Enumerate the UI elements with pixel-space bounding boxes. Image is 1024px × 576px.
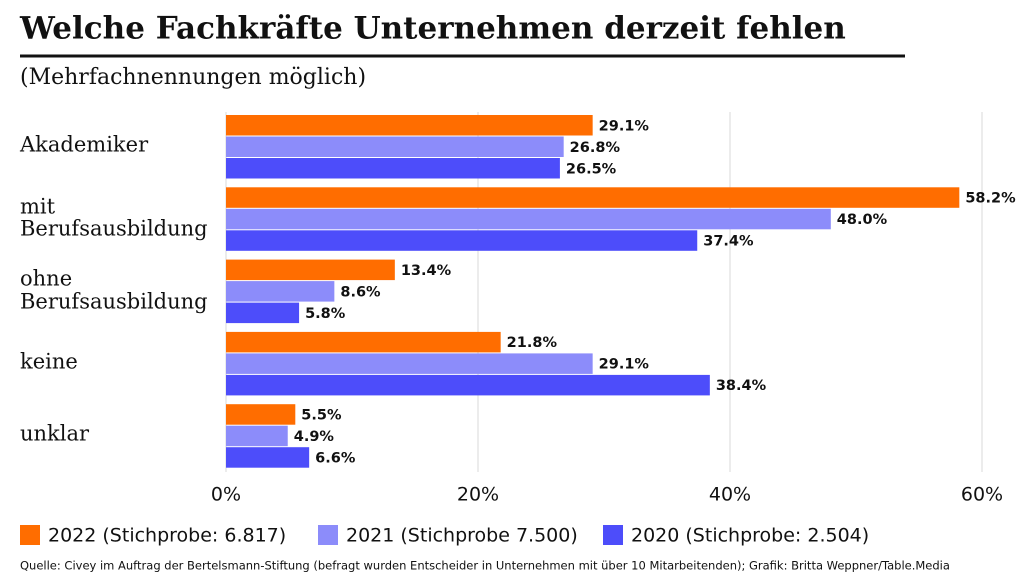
value-label: 8.6%: [340, 284, 381, 300]
category-label: Akademiker: [20, 132, 149, 157]
value-label: 37.4%: [703, 234, 754, 250]
category-label: unklar: [20, 422, 90, 447]
legend-swatch: [318, 525, 338, 545]
value-label: 29.1%: [599, 357, 650, 373]
bar: [226, 425, 288, 447]
bar: [226, 404, 296, 425]
source: Quelle: Civey im Auftrag der Bertelsmann…: [20, 559, 950, 573]
x-tick-label: 20%: [457, 484, 499, 506]
value-label: 38.4%: [716, 378, 767, 394]
value-label: 5.5%: [301, 407, 342, 423]
legend-swatch: [20, 525, 40, 545]
value-label: 26.8%: [570, 140, 621, 156]
value-label: 4.9%: [294, 429, 335, 445]
chart-title: Welche Fachkräfte Unternehmen derzeit fe…: [19, 11, 846, 47]
x-tick-label: 40%: [709, 484, 751, 506]
value-label: 48.0%: [837, 212, 888, 228]
bar: [226, 374, 710, 396]
value-label: 29.1%: [599, 118, 650, 134]
bar: [226, 230, 698, 251]
value-label: 5.8%: [305, 306, 346, 322]
bar: [226, 281, 335, 302]
value-label: 58.2%: [965, 191, 1016, 207]
chart-subtitle: (Mehrfachnennungen möglich): [20, 65, 366, 90]
bar: [226, 115, 593, 136]
legend-label: 2020 (Stichprobe: 2.504): [631, 525, 869, 547]
legend-label: 2021 (Stichprobe 7.500): [346, 525, 578, 547]
value-label: 6.6%: [315, 450, 356, 466]
value-label: 13.4%: [401, 263, 452, 279]
x-tick-label: 0%: [211, 484, 241, 506]
legend-label: 2022 (Stichprobe: 6.817): [48, 525, 286, 547]
value-label: 21.8%: [507, 335, 558, 351]
legend-swatch: [603, 525, 623, 545]
bar: [226, 331, 501, 353]
bar: [226, 208, 831, 230]
bar: [226, 158, 560, 179]
bar: [226, 353, 593, 374]
bar: [226, 447, 310, 468]
x-tick-label: 60%: [961, 484, 1003, 506]
bar: [226, 136, 564, 157]
value-label: 26.5%: [566, 161, 617, 177]
bar: [226, 302, 300, 324]
category-label: ohne Berufsausbildung: [20, 266, 208, 313]
bar: [226, 187, 960, 208]
bar: [226, 259, 395, 281]
category-label: keine: [20, 349, 78, 374]
category-label: mit Berufsausbildung: [20, 193, 208, 241]
